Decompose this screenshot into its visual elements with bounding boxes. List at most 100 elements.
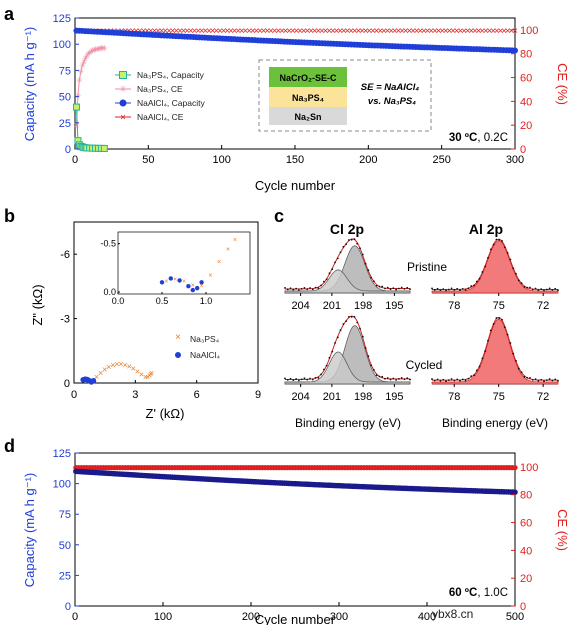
spectrum-data-point bbox=[292, 288, 295, 291]
panel-a-y-right-ticks: 0 20 40 60 80 100 bbox=[511, 25, 538, 156]
legend-marker-naalcl4-capacity bbox=[119, 99, 127, 107]
spectrum-data-point bbox=[487, 339, 489, 342]
spectrum-data-point bbox=[492, 323, 495, 325]
spectrum-data-point bbox=[328, 356, 331, 359]
ce-point-naalcl4: × bbox=[359, 26, 365, 37]
ce-point-naalcl4: × bbox=[363, 26, 369, 37]
inset-point-naalcl4 bbox=[159, 280, 165, 285]
ce-point-na3ps4: ✳ bbox=[89, 46, 96, 55]
inset-x-tick-label: 1.0 bbox=[200, 296, 213, 306]
spectrum-data-point bbox=[473, 284, 475, 287]
spectrum-data-point bbox=[534, 378, 537, 381]
spectrum-data-point bbox=[403, 287, 406, 290]
ce-point-naalcl4: × bbox=[476, 26, 482, 37]
al2p-component bbox=[431, 240, 559, 294]
spectrum-data-point bbox=[433, 379, 436, 382]
ce-point-naalcl4: × bbox=[162, 26, 168, 37]
x-tick-label: 300 bbox=[330, 611, 348, 623]
ce-point-naalcl4: × bbox=[428, 26, 434, 37]
ce-point-na3ps4: ✳ bbox=[76, 76, 83, 85]
ce-point-naalcl4: × bbox=[483, 26, 489, 37]
spectrum-fit-envelope bbox=[432, 238, 559, 290]
ce-point-naalcl4: × bbox=[355, 26, 361, 37]
layer-cathode-label: NaCrO₂-SE-C bbox=[279, 73, 337, 83]
layer-anode-label: Na₂Sn bbox=[294, 112, 321, 122]
spectrum-tick-label: 198 bbox=[354, 300, 372, 312]
ce-point-naalcl4: × bbox=[224, 26, 230, 37]
ce-point-naalcl4: × bbox=[221, 26, 227, 37]
spectrum-data-point bbox=[378, 375, 381, 378]
inset-point-na3ps4: × bbox=[233, 237, 237, 244]
spectrum-data-point bbox=[540, 288, 543, 291]
spectrum-data-point bbox=[297, 289, 300, 291]
spectrum-data-point bbox=[364, 262, 367, 265]
ce-point-naalcl4: × bbox=[275, 26, 281, 37]
spectrum-data-point bbox=[501, 318, 503, 321]
ce-point-naalcl4: × bbox=[396, 26, 402, 37]
y-left-tick-label: 50 bbox=[59, 540, 71, 552]
x-tick-label: 250 bbox=[432, 154, 450, 166]
inset-point-na3ps4: × bbox=[173, 276, 177, 283]
spectrum-data-point bbox=[470, 285, 473, 287]
spectrum-data-point bbox=[375, 284, 378, 287]
ce-point-naalcl4: × bbox=[151, 26, 157, 37]
ce-point-naalcl4: × bbox=[494, 26, 500, 37]
y-right-tick-label: 40 bbox=[520, 96, 532, 108]
ce-point-naalcl4: × bbox=[213, 26, 219, 37]
spectrum-data-point bbox=[345, 243, 348, 246]
spectrum-data-point bbox=[384, 287, 386, 290]
spectrum-data-point bbox=[459, 379, 461, 382]
legend-b-naalcl4: NaAlCl₄ bbox=[190, 350, 220, 360]
x-tick-label: 100 bbox=[154, 611, 172, 623]
spectrum-data-point bbox=[350, 238, 353, 241]
spectrum-data-point bbox=[317, 287, 320, 290]
spectrum-data-point bbox=[289, 287, 292, 290]
spectrum-data-point bbox=[467, 377, 470, 380]
spectrum-data-point bbox=[353, 238, 356, 241]
spectrum-data-point bbox=[311, 288, 314, 291]
eis-point-na3ps4: × bbox=[139, 369, 144, 379]
ce-point-naalcl4: × bbox=[170, 26, 176, 37]
inset-point-na3ps4: × bbox=[208, 273, 212, 280]
inset-x-tick-label: 0.0 bbox=[112, 296, 125, 306]
spectrum-data-point bbox=[517, 367, 520, 370]
inset-point-naalcl4 bbox=[168, 276, 173, 281]
spectrum-data-point bbox=[554, 378, 557, 381]
eis-point-na3ps4: × bbox=[110, 360, 115, 370]
spectrum-tick-label: 75 bbox=[493, 391, 505, 403]
ce-point-naalcl4: × bbox=[498, 26, 504, 37]
panel-d-y-right-ticks: 0 20 40 60 80 100 bbox=[511, 462, 538, 613]
x-tick-label: 0 bbox=[72, 611, 78, 623]
spectrum-data-point bbox=[322, 368, 325, 371]
inset-x-tick-label: 0.5 bbox=[156, 296, 169, 306]
spectrum-data-point bbox=[464, 289, 467, 291]
layer-electrolyte-label: Na₃PS₄ bbox=[292, 93, 324, 103]
panel-a-condition: 30 ºC, 0.2C bbox=[449, 132, 508, 144]
ce-point-na3ps4: ✳ bbox=[97, 44, 104, 53]
spectrum-data-point bbox=[336, 336, 339, 339]
panel-d-temp: 60 ºC bbox=[449, 587, 478, 599]
spectrum-data-point bbox=[372, 369, 375, 371]
spectrum-data-point bbox=[342, 323, 345, 325]
spectrum-data-point bbox=[481, 357, 484, 360]
spectrum-data-point bbox=[436, 378, 439, 381]
spectrum-data-point bbox=[342, 245, 345, 248]
ce-point-naalcl4: × bbox=[432, 26, 438, 37]
spectrum-data-point bbox=[453, 379, 456, 382]
ce-point-naalcl4: × bbox=[206, 26, 212, 37]
spectrum-data-point bbox=[295, 378, 298, 380]
ce-point-naalcl4: × bbox=[195, 26, 201, 37]
panel-a-chart: ××××××××××××××××××××××××××××××××××××××××… bbox=[22, 13, 570, 193]
ce-point-naalcl4: × bbox=[487, 26, 493, 37]
ce-point-naalcl4: × bbox=[465, 26, 471, 37]
spectrum-data-point bbox=[509, 258, 512, 261]
y-tick-label: 0 bbox=[64, 378, 70, 390]
spectrum-data-point bbox=[520, 282, 523, 284]
spectrum-tick-label: 198 bbox=[354, 391, 372, 403]
inset-point-na3ps4: × bbox=[164, 278, 168, 285]
spectrum-data-point bbox=[515, 272, 517, 275]
spectrum-data-point bbox=[501, 240, 503, 242]
x-tick-label: 100 bbox=[212, 154, 230, 166]
panel-c-spectra bbox=[284, 238, 559, 385]
